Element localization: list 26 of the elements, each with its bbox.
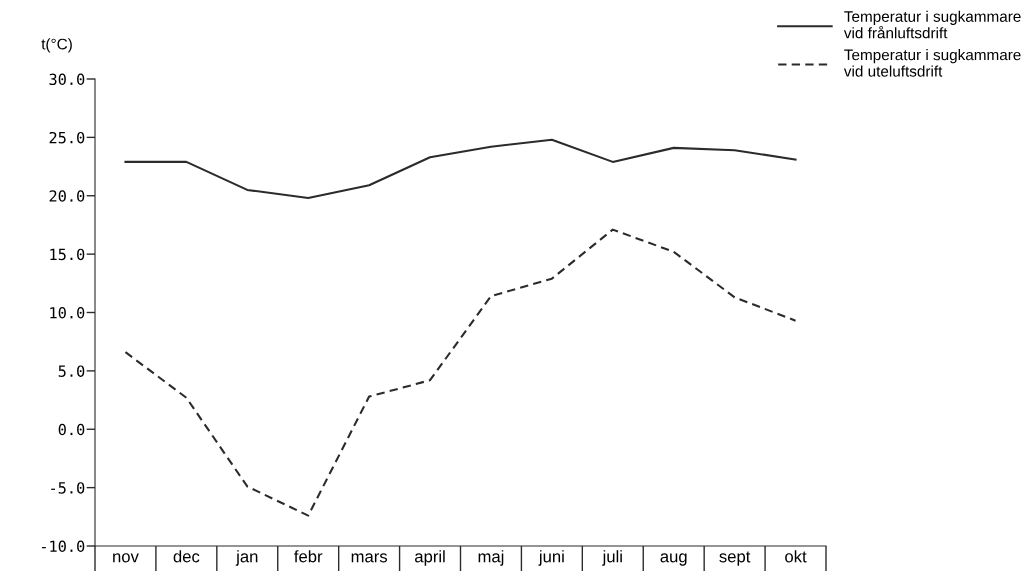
x-tick-label: maj [478,550,504,566]
x-tick-label: sept [719,551,751,566]
line-series [124,228,797,517]
y-tick-label: 20.0 [49,190,85,202]
y-tick-label: 0.0 [58,423,85,436]
legend-label: Temperatur i sugkammare vid uteluftsdrift [843,49,1021,77]
x-tick-label: aug [660,553,687,566]
y-tick-label: -10.0 [41,540,85,553]
y-tick-label: 5.0 [58,365,85,377]
y-tick-label: -5.0 [51,482,85,494]
x-tick-label: juni [538,550,564,566]
y-tick-label: 10.0 [50,307,85,319]
y-tick-label: 30.0 [49,73,85,86]
x-tick-label: juli [602,550,622,566]
y-tick-label: 15.0 [50,248,85,261]
legend-label: Temperatur i sugkammare vid frånluftsdrift [843,10,1021,39]
x-tick-label: jan [235,550,258,566]
x-tick-label: april [415,550,445,566]
x-tick-label: nov [113,553,139,563]
x-tick-label: febr [294,550,323,563]
x-tick-label: dec [173,550,200,563]
y-axis-title: t(°C) [41,38,72,53]
y-tick-label: 25.0 [49,131,85,144]
x-tick-label: mars [351,553,388,563]
line-series [124,138,797,200]
x-tick-label: okt [785,550,807,563]
